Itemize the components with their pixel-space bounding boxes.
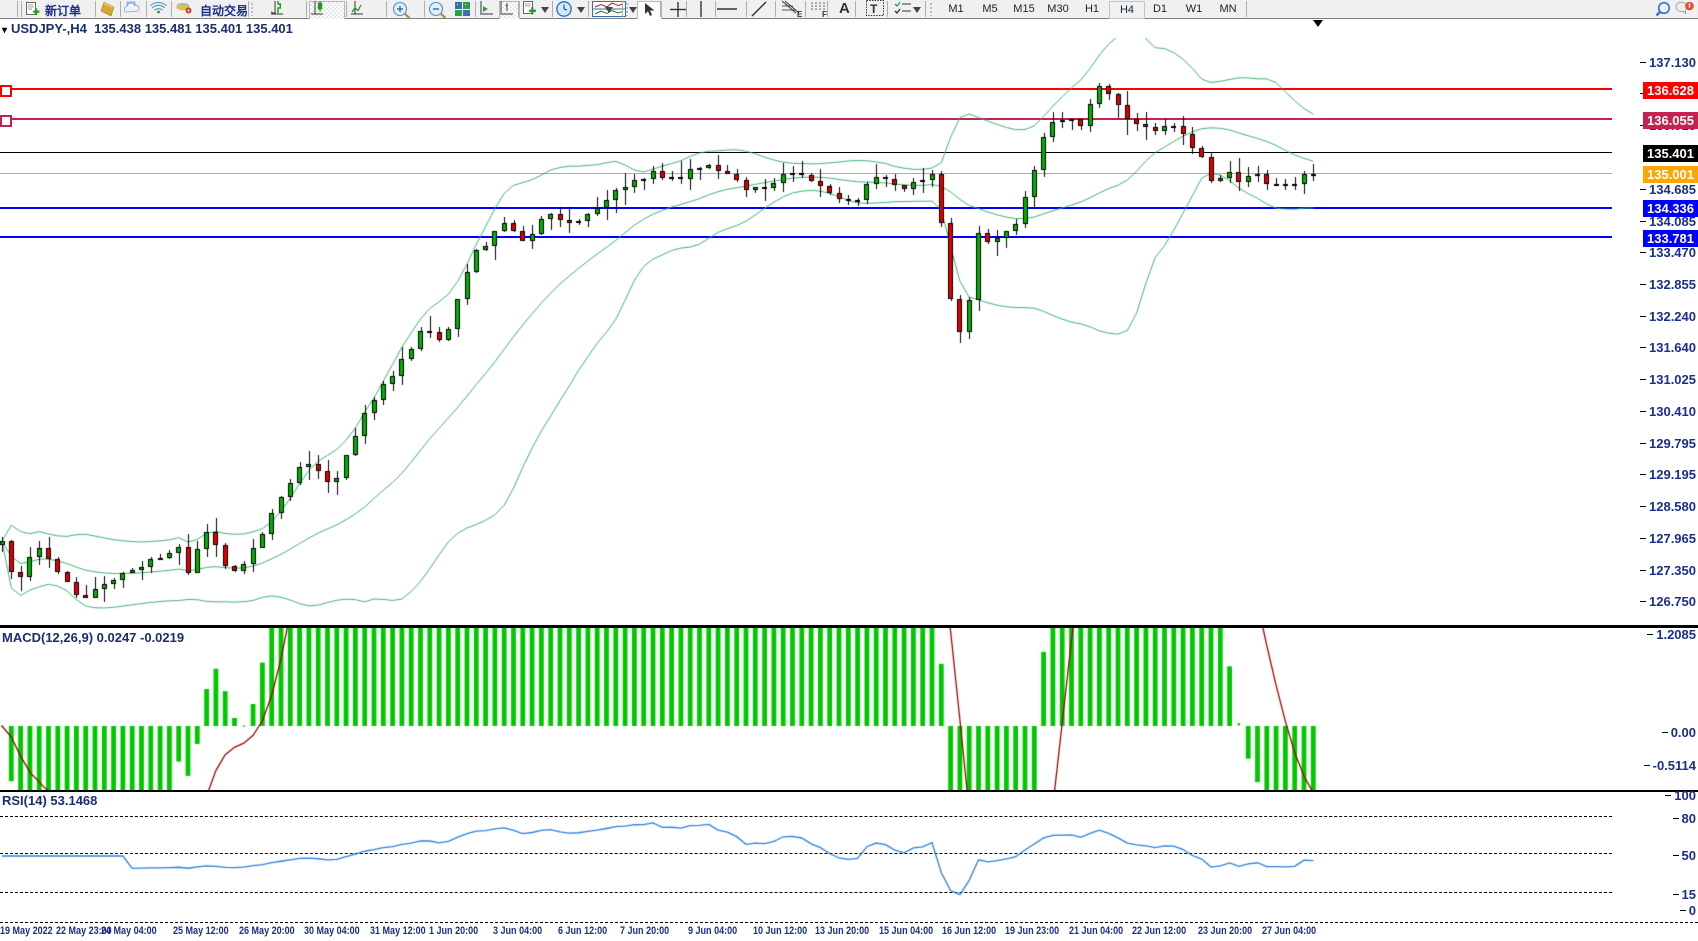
svg-text:T: T <box>870 2 878 16</box>
svg-text:E: E <box>797 10 803 17</box>
